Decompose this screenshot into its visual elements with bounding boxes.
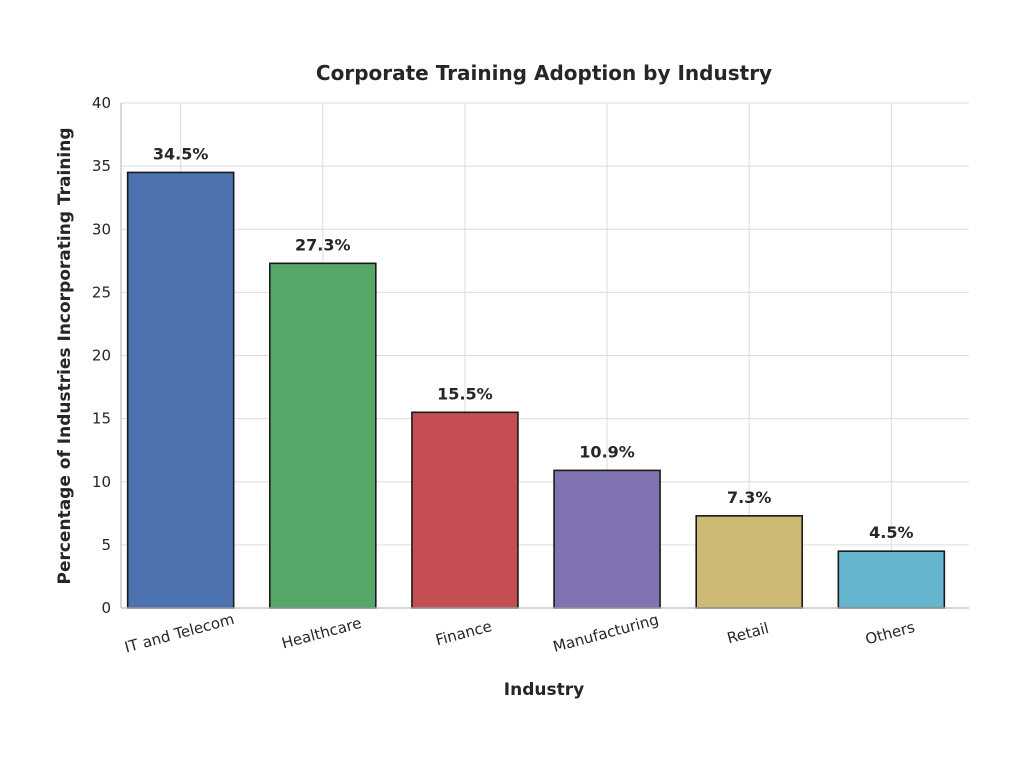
bar-healthcare — [268, 262, 377, 609]
y-axis-label: Percentage of Industries Incorporating T… — [55, 127, 75, 584]
chart-title: Corporate Training Adoption by Industry — [316, 61, 772, 85]
bar-it-and-telecom — [126, 171, 235, 609]
data-label: 27.3% — [295, 235, 351, 254]
y-tick-label: 20 — [92, 347, 111, 365]
y-tick-label: 35 — [92, 157, 111, 175]
bar-manufacturing — [553, 469, 661, 609]
x-axis-label: Industry — [504, 680, 584, 700]
gridlines — [121, 102, 969, 608]
x-tick-label: Healthcare — [280, 614, 364, 653]
data-label: 34.5% — [153, 144, 209, 163]
bar-retail — [695, 515, 804, 609]
y-tick-label: 15 — [92, 410, 111, 428]
x-tick-label: Finance — [434, 617, 494, 649]
bar-finance — [411, 411, 519, 609]
x-tick-label: Others — [863, 618, 917, 648]
y-tick-label: 40 — [92, 94, 111, 112]
data-labels: 34.5% 27.3% 15.5% 10.9% 7.3% 4.5% — [153, 144, 914, 542]
bar-others — [837, 550, 946, 609]
data-label: 4.5% — [869, 523, 913, 542]
data-label: 15.5% — [437, 384, 493, 403]
data-label: 10.9% — [579, 442, 635, 461]
data-label: 7.3% — [727, 488, 771, 507]
x-tick-label: Retail — [725, 619, 771, 647]
bars — [126, 171, 946, 609]
x-tick-label: IT and Telecom — [123, 610, 236, 657]
y-tick-label: 5 — [101, 536, 111, 554]
y-tick-label: 0 — [101, 599, 111, 617]
y-tick-label: 10 — [92, 473, 111, 491]
x-tick-label: Manufacturing — [551, 610, 661, 656]
y-tick-label: 30 — [92, 220, 111, 238]
y-tick-label: 25 — [92, 283, 111, 301]
